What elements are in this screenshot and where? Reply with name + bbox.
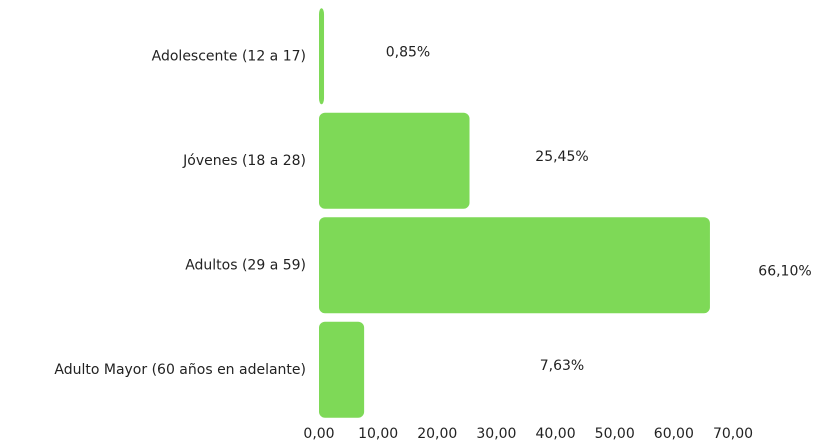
y-tick-label: Jóvenes (18 a 28) [182, 153, 306, 169]
x-tick-label: 30,00 [476, 426, 516, 442]
x-tick-label: 50,00 [595, 426, 635, 442]
x-tick-label: 40,00 [536, 426, 576, 442]
bar [319, 321, 365, 418]
x-tick-label: 70,00 [713, 426, 753, 442]
y-tick-label: Adulto Mayor (60 años en adelante) [54, 362, 306, 378]
bar [319, 112, 470, 209]
bar [319, 217, 710, 314]
x-tick-label: 0,00 [303, 426, 334, 442]
value-label: 7,63% [540, 358, 584, 374]
value-label: 0,85% [386, 44, 430, 60]
x-tick-label: 60,00 [654, 426, 694, 442]
x-tick-label: 20,00 [417, 426, 457, 442]
bar [319, 8, 325, 105]
y-tick-label: Adolescente (12 a 17) [152, 48, 306, 64]
y-tick-label: Adultos (29 a 59) [185, 257, 306, 273]
x-tick-label: 10,00 [358, 426, 398, 442]
value-label: 66,10% [758, 263, 811, 279]
value-label: 25,45% [535, 149, 588, 165]
